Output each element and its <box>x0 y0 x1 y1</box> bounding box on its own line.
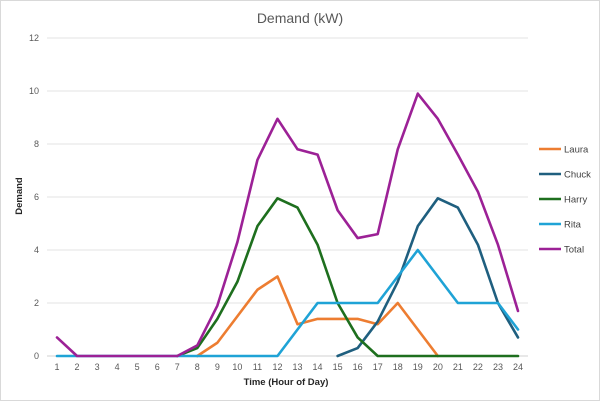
x-tick-label: 22 <box>473 362 483 372</box>
legend: Laura Chuck Harry Rita Total <box>539 145 591 256</box>
legend-label-total: Total <box>564 245 584 256</box>
x-tick-label: 18 <box>393 362 403 372</box>
chart-title: Demand (kW) <box>257 10 343 26</box>
x-tick-label: 23 <box>493 362 503 372</box>
legend-label-harry: Harry <box>564 195 587 206</box>
x-tick-label: 17 <box>373 362 383 372</box>
x-axis-title: Time (Hour of Day) <box>244 377 329 388</box>
y-tick-label: 8 <box>34 139 39 149</box>
y-tick-label: 4 <box>34 245 39 255</box>
y-tick-label: 6 <box>34 192 39 202</box>
y-tick-label: 2 <box>34 298 39 308</box>
y-axis-ticks: 0 2 4 6 8 10 12 <box>29 33 39 361</box>
x-tick-label: 14 <box>313 362 323 372</box>
x-tick-label: 8 <box>195 362 200 372</box>
x-tick-label: 11 <box>253 362 262 372</box>
series-line-chuck <box>336 197 520 358</box>
x-tick-label: 16 <box>353 362 363 372</box>
y-axis-title: Demand <box>14 177 25 215</box>
x-tick-label: 13 <box>293 362 303 372</box>
x-tick-label: 21 <box>453 362 463 372</box>
x-tick-label: 4 <box>115 362 120 372</box>
x-tick-label: 3 <box>95 362 100 372</box>
x-tick-label: 6 <box>155 362 160 372</box>
x-axis-ticks: 1 2 3 4 5 6 7 8 9 10 11 12 13 14 15 16 17 18 19 20 21 22 23 24 <box>54 362 523 372</box>
legend-label-laura: Laura <box>564 145 589 156</box>
x-tick-label: 7 <box>175 362 180 372</box>
legend-label-rita: Rita <box>564 220 582 231</box>
x-tick-label: 19 <box>413 362 423 372</box>
x-tick-label: 10 <box>232 362 242 372</box>
x-tick-label: 2 <box>75 362 80 372</box>
series-line-laura <box>196 275 440 358</box>
x-tick-label: 20 <box>433 362 443 372</box>
y-tick-label: 12 <box>29 33 39 43</box>
x-tick-label: 24 <box>513 362 523 372</box>
x-tick-label: 12 <box>272 362 282 372</box>
y-tick-label: 0 <box>34 351 39 361</box>
x-tick-label: 15 <box>333 362 343 372</box>
gridlines <box>47 37 528 304</box>
series-line-total <box>55 92 520 358</box>
x-tick-label: 5 <box>135 362 140 372</box>
legend-label-chuck: Chuck <box>564 170 591 181</box>
x-tick-label: 9 <box>215 362 220 372</box>
series-lines <box>55 92 520 358</box>
y-tick-label: 10 <box>29 86 39 96</box>
series-line-harry <box>175 197 520 358</box>
x-tick-label: 1 <box>54 362 59 372</box>
